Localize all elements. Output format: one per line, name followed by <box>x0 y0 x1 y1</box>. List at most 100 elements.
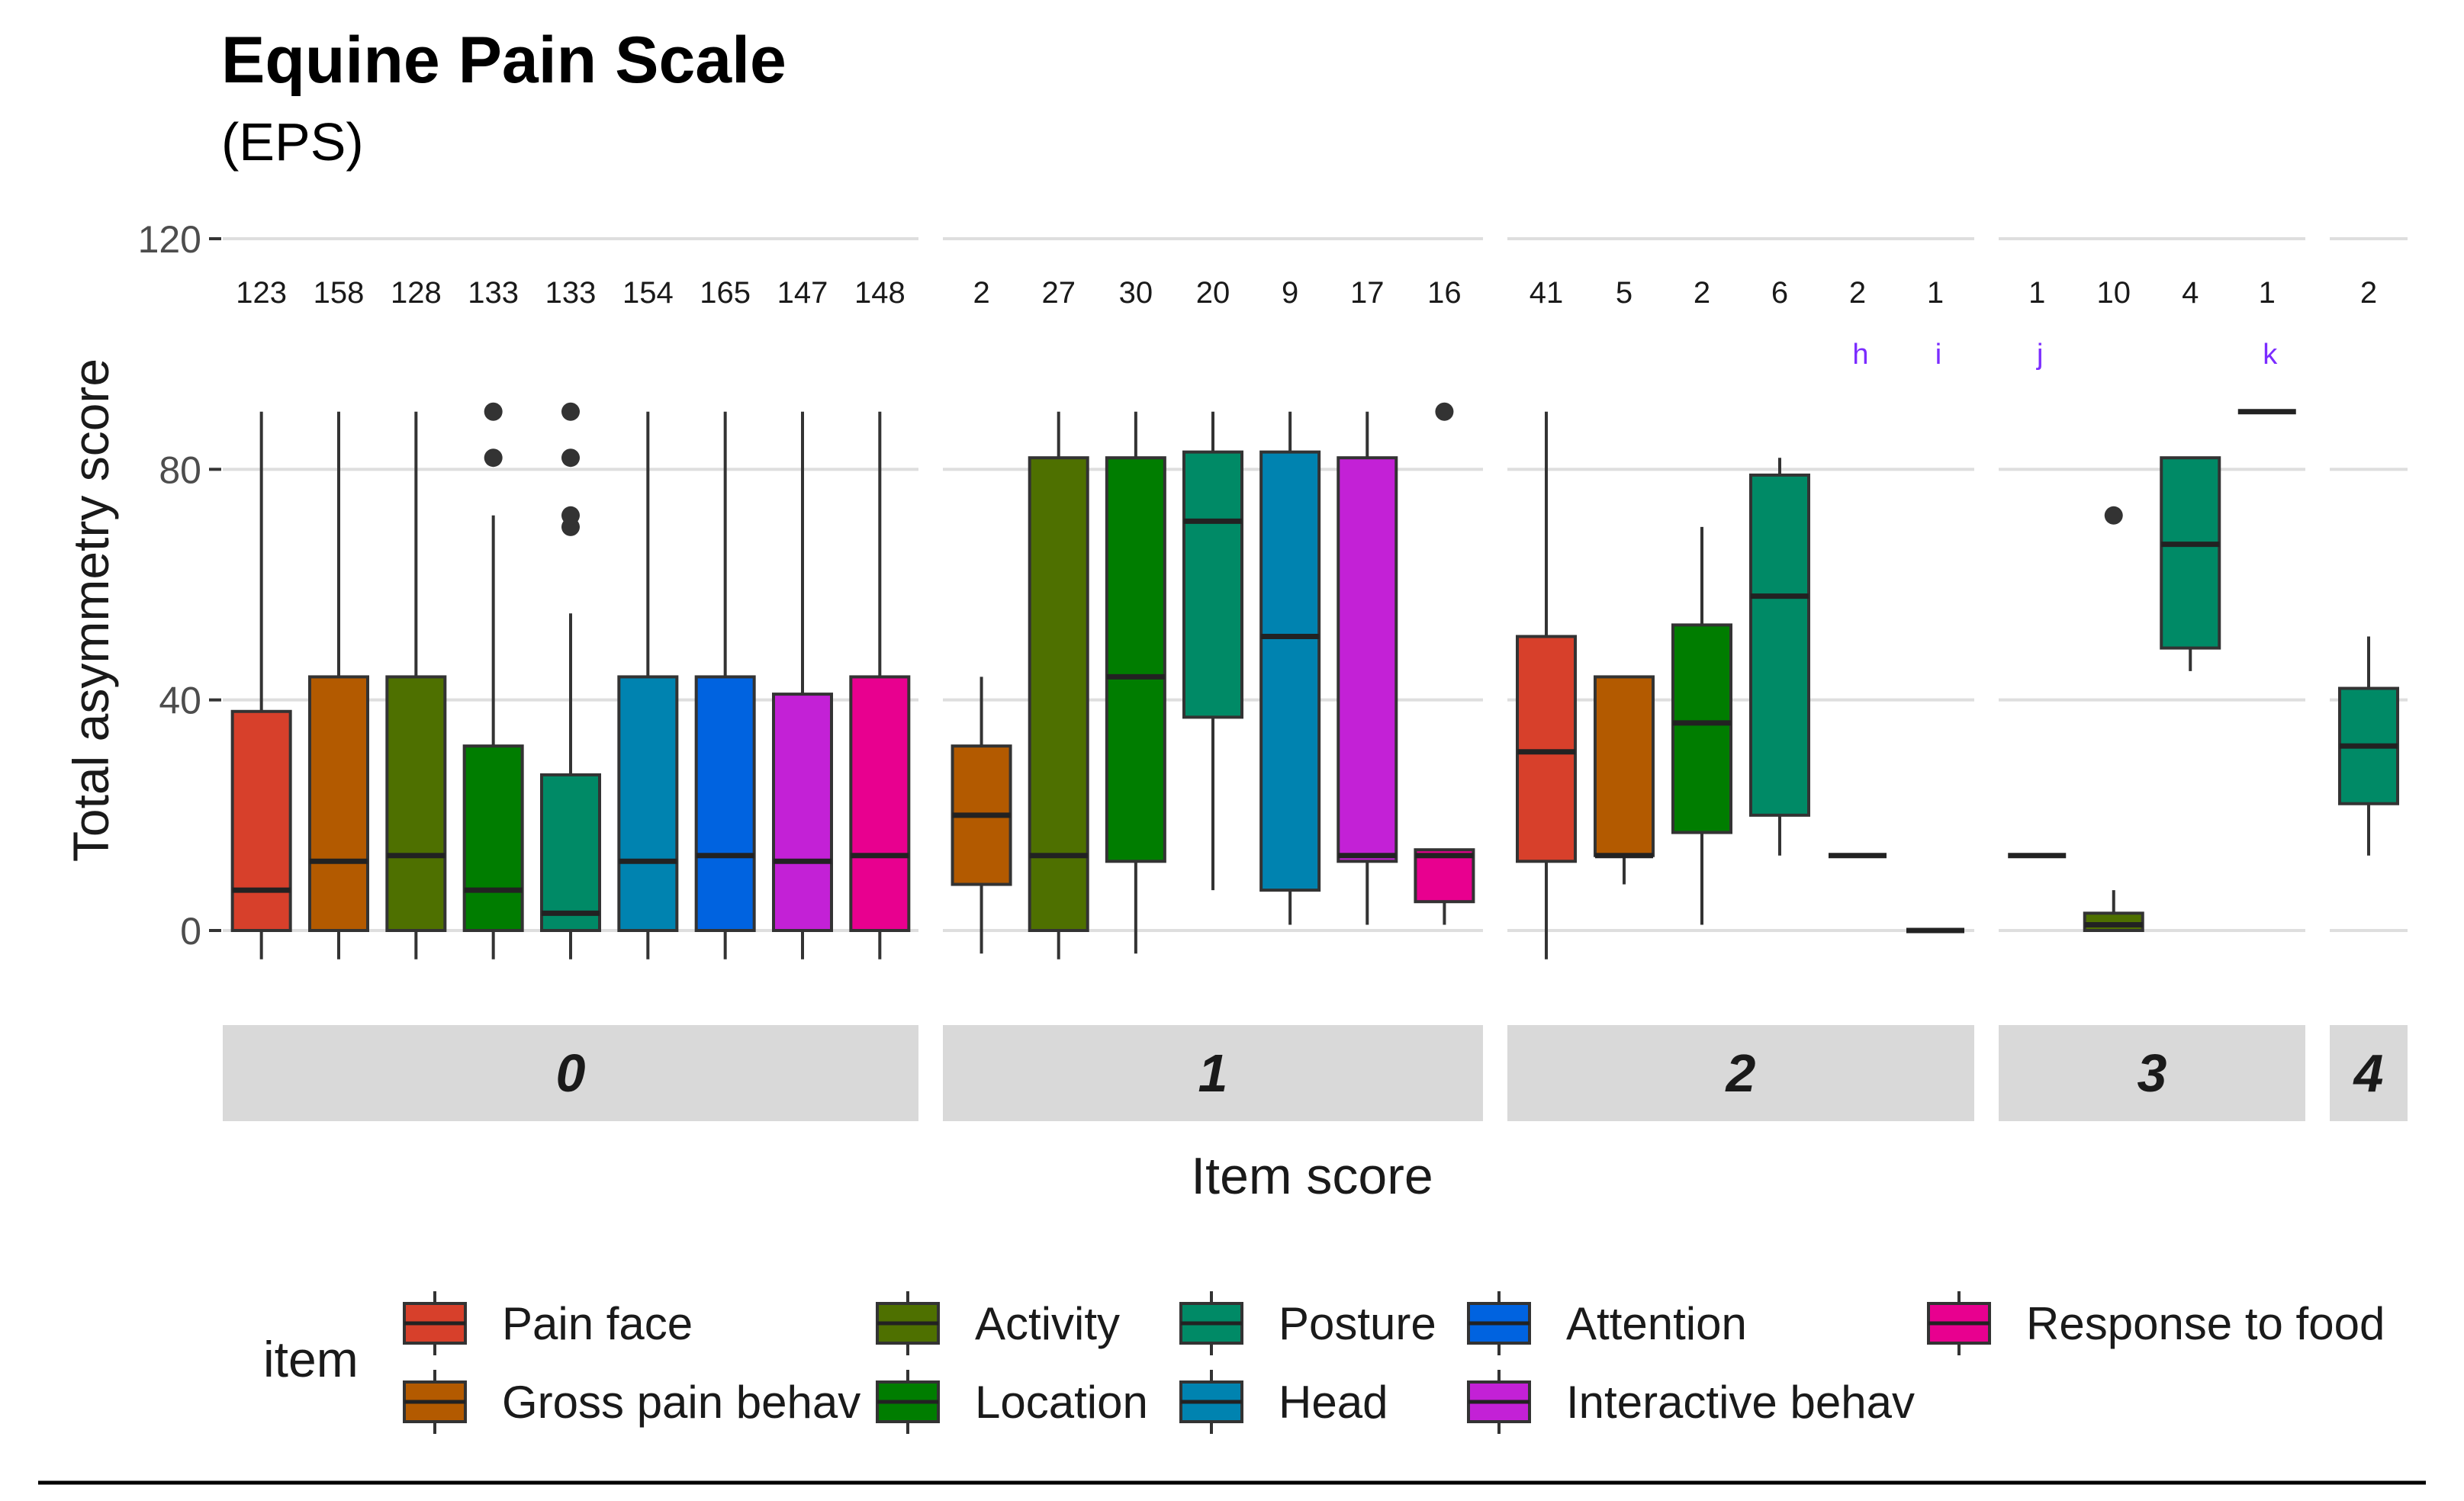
count-label: 123 <box>236 276 287 310</box>
iqr-box <box>462 744 524 933</box>
legend-label: Response to food <box>2026 1298 2385 1349</box>
facet-strip-label: 3 <box>2138 1043 2167 1103</box>
outlier-point <box>2104 506 2123 525</box>
box-attention: 165 <box>694 276 756 959</box>
count-label: 4 <box>2182 276 2199 310</box>
count-label: 147 <box>777 276 828 310</box>
facet-strip-label: 4 <box>2353 1043 2384 1103</box>
iqr-box <box>1749 473 1810 817</box>
box-location: 30 <box>1105 276 1166 954</box>
legend-label: Location <box>975 1377 1148 1428</box>
panel-0: 0 123 158 128 133 133 154 165 147 148 <box>223 237 918 1121</box>
box-posture: 20 <box>1182 276 1243 891</box>
box-pain-face: 41 <box>1516 276 1577 959</box>
box-head: 9 <box>1259 276 1321 925</box>
chart-title: Equine Pain Scale <box>221 24 786 97</box>
y-tick-label: 0 <box>180 910 201 953</box>
count-label: 1 <box>2028 276 2045 310</box>
box-head: 2h <box>1829 276 1887 859</box>
outlier-point <box>561 402 580 421</box>
iqr-box <box>694 675 756 933</box>
legend-label: Posture <box>1279 1298 1436 1349</box>
outlier-point <box>561 506 580 525</box>
annotation-label: j <box>2036 339 2043 371</box>
iqr-box <box>540 773 601 932</box>
facet-strip-label: 2 <box>1725 1043 1756 1103</box>
legend-item-response-to-food: Response to food <box>1927 1291 2385 1355</box>
facet-strip-label: 0 <box>556 1043 586 1103</box>
count-label: 128 <box>391 276 442 310</box>
box-activity: 27 <box>1028 276 1089 959</box>
legend-label: Activity <box>975 1298 1120 1349</box>
count-label: 30 <box>1119 276 1153 310</box>
count-label: 10 <box>2097 276 2131 310</box>
box-posture: 133 <box>540 276 601 959</box>
iqr-box <box>1105 456 1166 863</box>
panel-4: 42 <box>2330 237 2408 1121</box>
legend-title: item <box>263 1331 359 1387</box>
outlier-point <box>561 448 580 468</box>
facet-strip-3 <box>1999 1025 2305 1121</box>
outlier-point <box>1435 402 1454 421</box>
count-label: 154 <box>622 276 674 310</box>
count-label: 41 <box>1530 276 1564 310</box>
chart-subtitle: (EPS) <box>221 112 364 172</box>
y-axis: 0 40 80 120 <box>138 218 221 953</box>
facet-strip-2 <box>1507 1025 1974 1121</box>
legend-item-gross-pain-behav: Gross pain behav <box>403 1370 860 1434</box>
iqr-box <box>2083 911 2144 932</box>
count-label: 1 <box>1927 276 1944 310</box>
count-label: 133 <box>545 276 597 310</box>
box-location: 133 <box>462 276 524 959</box>
box-posture: 4 <box>2160 276 2221 671</box>
legend-item-head: Head <box>1179 1370 1388 1434</box>
iqr-box <box>385 675 447 933</box>
y-tick-label: 80 <box>159 448 201 491</box>
iqr-box <box>617 675 679 933</box>
legend: item Pain face Gross pain behav Activity Loc… <box>263 1291 2385 1434</box>
panel-1: 1 2 27 30 20 9 17 16 <box>943 237 1483 1121</box>
box-location: 2 <box>1671 276 1732 925</box>
x-axis-label: Item score <box>1191 1147 1433 1205</box>
iqr-box <box>1671 623 1732 834</box>
annotation-label: h <box>1852 339 1868 371</box>
facet-strip-4 <box>2330 1025 2408 1121</box>
iqr-box <box>2160 456 2221 650</box>
count-label: 165 <box>700 276 751 310</box>
outlier-point <box>484 402 503 421</box>
box-pain-face: 123 <box>230 276 292 959</box>
iqr-box <box>1182 450 1243 719</box>
iqr-box <box>772 693 833 932</box>
count-label: 2 <box>1849 276 1866 310</box>
count-label: 148 <box>854 276 906 310</box>
count-label: 27 <box>1041 276 1076 310</box>
legend-label: Head <box>1279 1377 1388 1428</box>
legend-item-activity: Activity <box>876 1291 1120 1355</box>
legend-label: Pain face <box>502 1298 693 1349</box>
annotation-label: k <box>2263 339 2278 371</box>
box-interactive-behav: 147 <box>772 276 833 959</box>
iqr-box <box>849 675 911 933</box>
panel-3: 3 1 j 10 4 1k <box>1999 237 2305 1121</box>
box-head: 154 <box>617 276 679 959</box>
y-tick-label: 120 <box>138 218 201 261</box>
count-label: 9 <box>1282 276 1298 310</box>
iqr-box <box>230 709 292 932</box>
legend-item-posture: Posture <box>1179 1291 1436 1355</box>
iqr-box <box>308 675 369 933</box>
box-head: 1k <box>2237 276 2296 415</box>
box-activity: 10 <box>2083 276 2144 932</box>
count-label: 20 <box>1196 276 1230 310</box>
iqr-box <box>1337 456 1398 863</box>
facet-strip-label: 1 <box>1198 1043 1228 1103</box>
facet-strip-0 <box>223 1025 918 1121</box>
count-label: 5 <box>1616 276 1632 310</box>
box-posture: 6 <box>1749 276 1810 856</box>
count-label: 133 <box>468 276 519 310</box>
count-label: 2 <box>2360 276 2377 310</box>
legend-item-pain-face: Pain face <box>403 1291 693 1355</box>
facet-strip-1 <box>943 1025 1483 1121</box>
